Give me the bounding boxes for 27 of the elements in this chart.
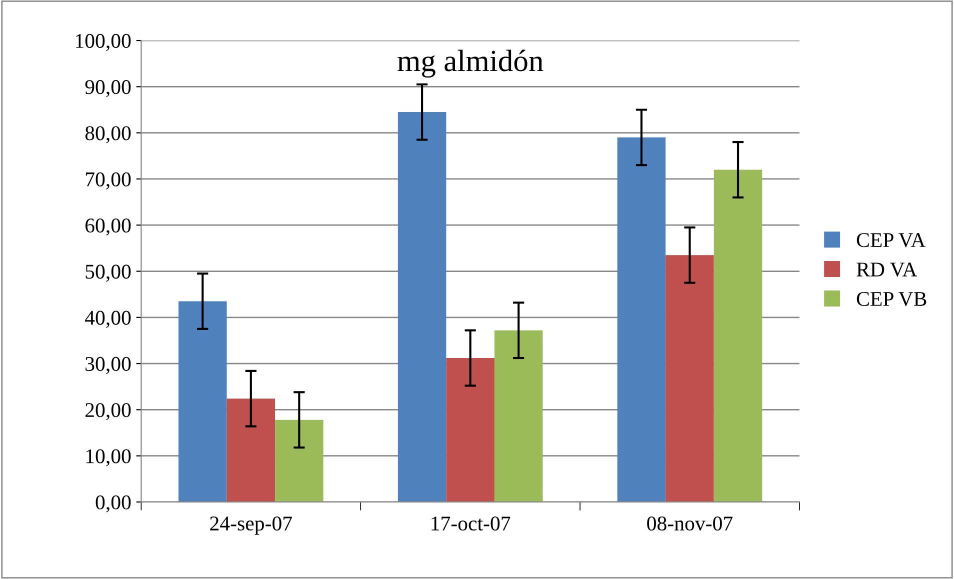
bar bbox=[446, 358, 494, 502]
bar bbox=[666, 255, 714, 502]
bar bbox=[617, 137, 666, 502]
y-tick-label: 90,00 bbox=[85, 80, 131, 98]
x-tick-label: 17-oct-07 bbox=[432, 516, 510, 531]
bar bbox=[178, 301, 227, 502]
y-tick-label: 70,00 bbox=[86, 172, 131, 190]
y-tick-label: 10,00 bbox=[86, 449, 131, 466]
y-tick-label: 60,00 bbox=[85, 218, 131, 236]
y-tick-label: 100,00 bbox=[76, 34, 131, 51]
y-tick-label: 20,00 bbox=[86, 403, 131, 420]
y-tick-label: 50,00 bbox=[86, 264, 131, 282]
legend-label: RD VA bbox=[856, 262, 918, 277]
chart-title: mg almidón bbox=[398, 50, 544, 78]
x-tick-label: 08-nov-07 bbox=[647, 516, 733, 531]
y-tick-label: 0,00 bbox=[96, 495, 131, 512]
y-tick-label: 40,00 bbox=[85, 310, 131, 328]
bar bbox=[494, 330, 543, 502]
x-tick-label: 24-sep-07 bbox=[210, 516, 292, 535]
legend-label: CEP VA bbox=[856, 233, 926, 248]
y-tick-label: 30,00 bbox=[86, 356, 131, 374]
bar bbox=[398, 112, 446, 502]
bar bbox=[275, 420, 324, 502]
bar bbox=[226, 398, 276, 502]
legend-label: CEP VB bbox=[856, 292, 926, 306]
y-tick-label: 80,00 bbox=[85, 126, 131, 144]
bar bbox=[714, 170, 762, 502]
